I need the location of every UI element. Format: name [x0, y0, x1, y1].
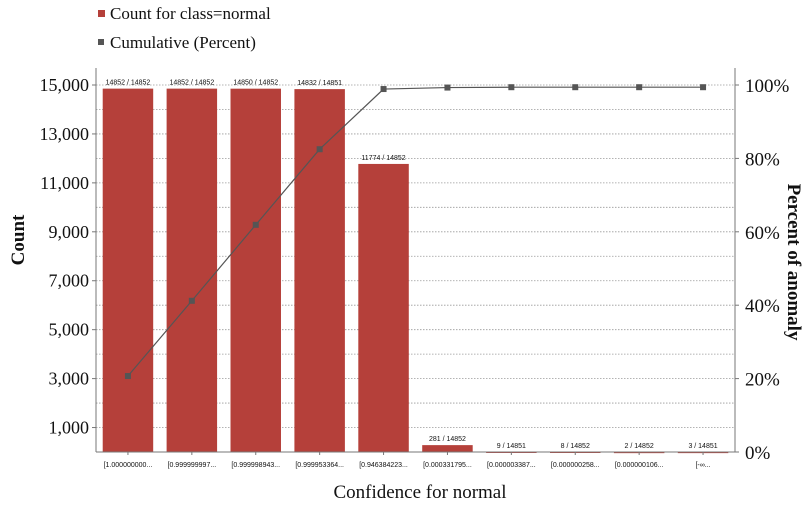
x-tick-label: [0.000003387...	[487, 462, 536, 469]
bar-value-label: 2 / 14852	[625, 443, 654, 450]
left-tick-label: 11,000	[40, 173, 89, 193]
left-tick-label: 3,000	[49, 369, 90, 389]
x-tick-label: [1.000000000...	[104, 462, 153, 469]
bar	[166, 88, 218, 452]
y-axis-title: Count	[8, 214, 29, 265]
right-tick-label: 40%	[745, 296, 780, 317]
left-tick-label: 15,000	[40, 75, 90, 95]
right-tick-label: 100%	[745, 76, 790, 97]
bar	[230, 88, 281, 453]
x-axis-ticks: [1.000000000... [0.999999997... [0.9999989…	[104, 452, 711, 469]
legend: Count for class=normal Cumulative (Perce…	[98, 4, 271, 52]
cumulative-point	[636, 84, 643, 91]
cumulative-series-line	[127, 86, 704, 377]
left-tick-label: 13,000	[40, 124, 90, 144]
bar-value-label: 14852 / 14852	[169, 80, 214, 87]
right-tick-label: 80%	[745, 149, 780, 170]
x-tick-label: [0.000331795...	[423, 462, 472, 469]
bar-value-label: 9 / 14851	[497, 443, 526, 450]
cumulative-point	[572, 84, 579, 91]
x-tick-label: [0.999953364...	[295, 462, 344, 469]
y2-axis-title: Percent of anomaly	[783, 184, 804, 341]
bar-value-label: 14850 / 14852	[233, 80, 278, 87]
x-tick-label: [-∞...	[695, 462, 710, 469]
left-tick-label: 9,000	[49, 222, 90, 242]
cumulative-point	[316, 146, 323, 153]
x-tick-label: [0.946384223...	[359, 462, 408, 469]
legend-bar-swatch	[98, 10, 105, 17]
x-tick-label: [0.000000258...	[551, 462, 600, 469]
bars	[102, 88, 729, 454]
bar	[294, 89, 345, 452]
left-tick-label: 1,000	[49, 418, 90, 438]
x-axis-title: Confidence for normal	[333, 482, 506, 503]
left-tick-label: 5,000	[49, 320, 90, 340]
axes	[95, 68, 736, 453]
x-tick-label: [0.999999997...	[168, 462, 217, 469]
bar	[358, 163, 409, 452]
cumulative-point	[508, 84, 515, 91]
right-tick-label: 0%	[745, 443, 771, 464]
bar-value-label: 14852 / 14852	[106, 80, 151, 87]
bar-value-label: 8 / 14852	[561, 443, 590, 450]
cumulative-point	[188, 297, 195, 304]
bar-labels: 14852 / 14852 14852 / 14852 14850 / 14852 1…	[106, 80, 718, 450]
legend-line-swatch	[98, 39, 104, 45]
bar-value-label: 281 / 14852	[429, 436, 466, 443]
cumulative-line	[124, 84, 707, 380]
right-tick-label: 20%	[745, 370, 780, 391]
legend-line-label: Cumulative (Percent)	[110, 33, 256, 52]
bar-value-label: 3 / 14851	[688, 443, 717, 450]
bar-value-label: 14832 / 14851	[297, 80, 342, 87]
bar-value-label: 11774 / 14852	[361, 155, 405, 162]
legend-bar-label: Count for class=normal	[110, 4, 271, 23]
left-tick-label: 7,000	[49, 271, 90, 291]
cumulative-point	[124, 373, 131, 380]
cumulative-point	[700, 84, 707, 91]
cumulative-point	[252, 221, 259, 228]
bar	[422, 445, 473, 452]
cumulative-point	[444, 84, 451, 91]
left-axis-ticks: 1,000 3,000 5,000 7,000 9,000 11,000 13,000 15,…	[40, 75, 96, 438]
bar	[102, 88, 154, 452]
x-tick-label: [0.000000106...	[615, 462, 664, 469]
cumulative-point	[380, 86, 387, 93]
right-tick-label: 60%	[745, 223, 780, 244]
x-tick-label: [0.999998943...	[231, 462, 280, 469]
right-axis-ticks: 0% 20% 40% 60% 80% 100%	[735, 76, 790, 464]
